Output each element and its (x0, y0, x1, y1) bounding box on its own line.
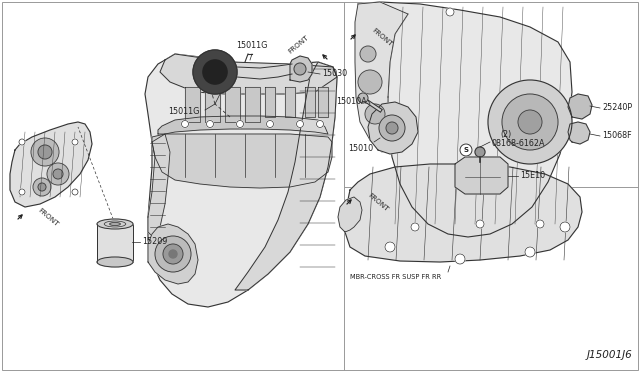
Circle shape (518, 110, 542, 134)
Circle shape (317, 121, 323, 128)
Polygon shape (568, 94, 592, 119)
Text: FRONT: FRONT (367, 192, 389, 212)
Polygon shape (145, 54, 337, 307)
Polygon shape (265, 87, 275, 117)
Circle shape (358, 70, 382, 94)
Circle shape (169, 250, 177, 258)
Circle shape (155, 236, 191, 272)
Polygon shape (225, 87, 240, 122)
Circle shape (385, 242, 395, 252)
Circle shape (502, 94, 558, 150)
Polygon shape (160, 54, 337, 94)
Circle shape (163, 244, 183, 264)
Circle shape (19, 139, 25, 145)
Text: 15010: 15010 (348, 144, 373, 153)
Text: 15010A: 15010A (337, 97, 367, 106)
Polygon shape (237, 64, 292, 79)
Text: S: S (463, 147, 468, 153)
Circle shape (38, 145, 52, 159)
Polygon shape (152, 134, 332, 188)
Text: 15068F: 15068F (602, 131, 632, 141)
Text: J15001J6: J15001J6 (586, 350, 632, 360)
Text: 08168-6162A: 08168-6162A (492, 140, 545, 148)
Circle shape (560, 222, 570, 232)
Circle shape (72, 139, 78, 145)
Polygon shape (148, 134, 170, 237)
Text: MBR-CROSS FR SUSP FR RR: MBR-CROSS FR SUSP FR RR (350, 274, 441, 280)
Circle shape (365, 104, 385, 124)
Circle shape (53, 169, 63, 179)
Circle shape (386, 122, 398, 134)
Circle shape (31, 138, 59, 166)
Polygon shape (235, 62, 337, 290)
Ellipse shape (109, 222, 120, 225)
Polygon shape (338, 197, 362, 232)
Circle shape (207, 121, 214, 128)
Polygon shape (358, 2, 572, 237)
Circle shape (460, 144, 472, 156)
Polygon shape (290, 56, 312, 82)
Text: 15011G: 15011G (168, 108, 200, 116)
Polygon shape (318, 87, 328, 117)
Circle shape (72, 189, 78, 195)
Text: 15209: 15209 (142, 237, 168, 247)
Text: FRONT: FRONT (36, 207, 60, 227)
Circle shape (488, 80, 572, 164)
Polygon shape (355, 2, 408, 152)
Polygon shape (158, 116, 328, 134)
Text: 15E10: 15E10 (520, 171, 545, 180)
Text: FRONT: FRONT (371, 27, 394, 47)
Polygon shape (148, 224, 198, 284)
Ellipse shape (97, 219, 133, 229)
Bar (97, 224, 133, 262)
Circle shape (193, 50, 237, 94)
Circle shape (525, 247, 535, 257)
Text: 25240P: 25240P (602, 103, 632, 112)
Circle shape (358, 93, 368, 103)
Circle shape (19, 189, 25, 195)
Polygon shape (205, 87, 220, 122)
Text: FRONT: FRONT (287, 35, 309, 55)
Polygon shape (345, 164, 582, 262)
Polygon shape (185, 87, 200, 122)
Circle shape (47, 163, 69, 185)
Circle shape (266, 121, 273, 128)
Circle shape (182, 121, 189, 128)
Polygon shape (285, 87, 295, 117)
Text: 15011G: 15011G (236, 41, 268, 50)
Circle shape (536, 220, 544, 228)
Ellipse shape (97, 257, 133, 267)
Circle shape (475, 147, 485, 157)
Circle shape (379, 115, 405, 141)
Circle shape (203, 60, 227, 84)
Text: 15030: 15030 (322, 70, 347, 78)
Polygon shape (568, 122, 590, 144)
Polygon shape (10, 122, 92, 207)
Polygon shape (245, 87, 260, 122)
Circle shape (455, 254, 465, 264)
Circle shape (296, 121, 303, 128)
Circle shape (38, 183, 46, 191)
Circle shape (33, 178, 51, 196)
Polygon shape (305, 87, 315, 117)
Polygon shape (455, 157, 508, 194)
Circle shape (294, 63, 306, 75)
Circle shape (411, 223, 419, 231)
Polygon shape (368, 102, 418, 154)
Circle shape (446, 8, 454, 16)
Circle shape (476, 220, 484, 228)
Text: (2): (2) (500, 129, 511, 138)
Circle shape (237, 121, 243, 128)
Circle shape (360, 46, 376, 62)
